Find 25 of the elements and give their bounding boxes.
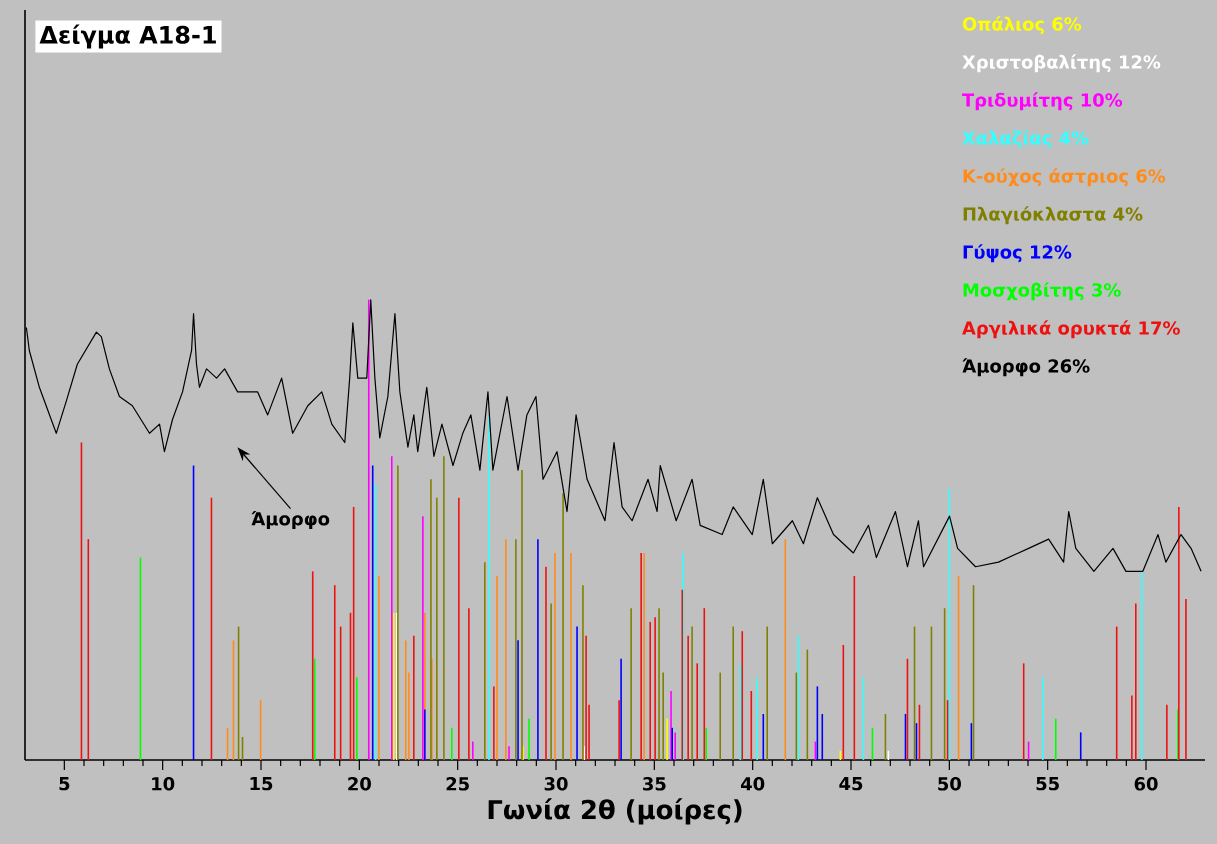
text: Τριδυμίτης 10% <box>962 92 1123 111</box>
text: Μοσχοβίτης 3% <box>963 282 1121 301</box>
x-tick-label: 5 <box>59 777 70 791</box>
x-tick-label: 35 <box>643 777 666 791</box>
x-tick-label: 55 <box>1036 777 1059 791</box>
x-tick-label: 40 <box>741 777 765 791</box>
text: Χαλαζίας 4% <box>962 130 1089 149</box>
x-tick-label: 10 <box>152 777 175 791</box>
text: Άμορφο 26% <box>962 358 1090 377</box>
x-tick-label: 15 <box>250 777 273 791</box>
x-tick-label: 50 <box>938 777 961 791</box>
x-tick-label: 60 <box>1134 777 1158 791</box>
text: Χριστοβαλίτης 12% <box>962 54 1161 73</box>
x-tick-label: 45 <box>839 777 863 791</box>
text: Γύψος 12% <box>963 244 1072 263</box>
x-tick-label: 25 <box>446 777 469 791</box>
x-tick-label: 30 <box>544 777 568 791</box>
annotation: Άμορφο <box>251 510 330 530</box>
chart-title: Δείγμα A18-1 <box>39 24 216 49</box>
text: Κ-ούχος άστριος 6% <box>963 168 1166 187</box>
x-axis-title: Γωνία 2θ (μοίρες) <box>488 798 742 825</box>
text: Αργιλικά ορυκτά 17% <box>962 320 1180 339</box>
x-tick-label: 20 <box>348 777 371 791</box>
text: Οπάλιος 6% <box>962 16 1082 35</box>
text: Πλαγιόκλαστα 4% <box>963 206 1143 225</box>
